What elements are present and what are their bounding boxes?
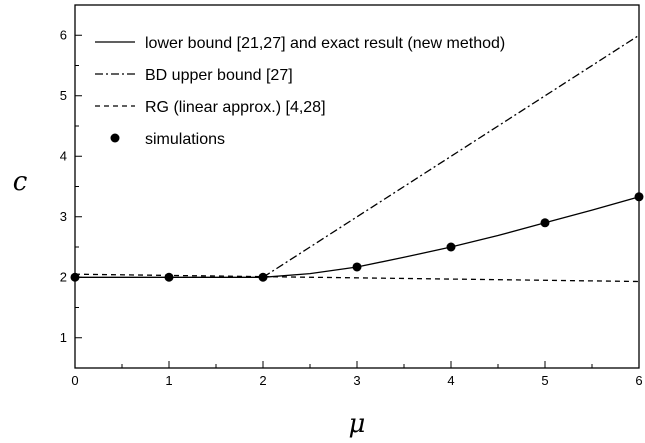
legend-label: BD upper bound [27] xyxy=(145,67,293,84)
x-tick-label: 2 xyxy=(259,373,266,388)
series-line-solid xyxy=(75,196,640,278)
legend-label: RG (linear approx.) [4,28] xyxy=(145,99,326,116)
simulation-point xyxy=(352,262,362,272)
x-tick-label: 4 xyxy=(447,373,454,388)
legend-label: lower bound [21,27] and exact result (ne… xyxy=(145,35,505,52)
plot-frame xyxy=(74,4,640,369)
simulation-point xyxy=(258,272,268,282)
y-tick-label: 2 xyxy=(60,269,67,284)
simulation-point xyxy=(70,272,80,282)
ticks: 0 1 2 3 4 5 6 1 2 3 4 5 6 xyxy=(60,27,643,388)
y-tick-label: 3 xyxy=(60,209,67,224)
simulation-point xyxy=(634,192,644,202)
x-tick-label: 5 xyxy=(541,373,548,388)
y-tick-label: 4 xyxy=(60,148,67,163)
x-tick-label: 1 xyxy=(165,373,172,388)
y-tick-label: 5 xyxy=(60,88,67,103)
y-axis-title: c xyxy=(13,167,28,197)
legend-marker xyxy=(110,133,120,143)
y-tick-label: 1 xyxy=(60,330,67,345)
legend-label: simulations xyxy=(145,131,225,148)
y-tick-label: 6 xyxy=(60,27,67,42)
legend: lower bound [21,27] and exact result (ne… xyxy=(95,35,505,148)
series-layer xyxy=(70,34,644,283)
x-tick-label: 3 xyxy=(353,373,360,388)
simulation-point xyxy=(540,218,550,228)
x-tick-label: 0 xyxy=(71,373,78,388)
series-line-dashdot xyxy=(262,34,640,278)
x-tick-label: 6 xyxy=(635,373,642,388)
x-axis-title: μ xyxy=(349,409,366,439)
simulation-point xyxy=(164,272,174,282)
simulation-point xyxy=(446,242,456,252)
